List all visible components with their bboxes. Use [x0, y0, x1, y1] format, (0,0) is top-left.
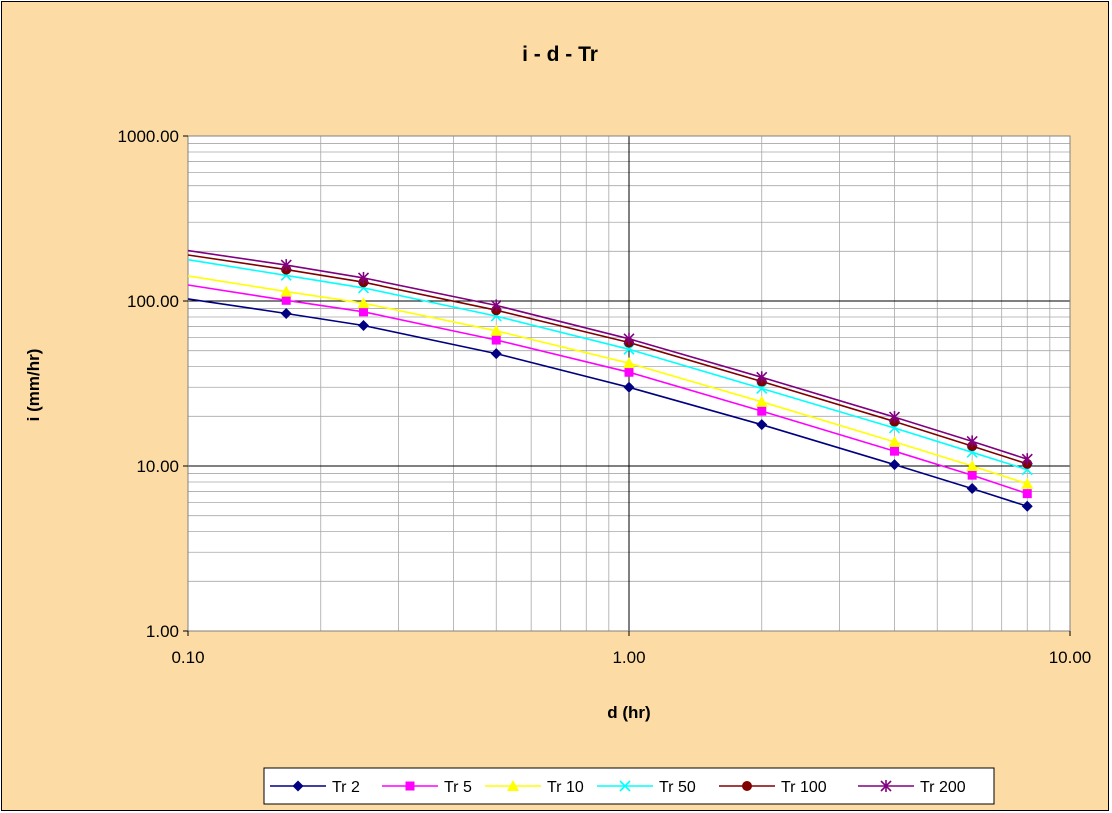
data-point-tr-2 — [889, 459, 901, 471]
data-point-tr-10 — [490, 324, 503, 336]
legend-label-tr-100: Tr 100 — [781, 779, 827, 796]
data-point-tr-10 — [755, 395, 768, 407]
legend: Tr 2 Tr 5 Tr 10 Tr 50 Tr 100 Tr 200 — [263, 767, 995, 805]
legend-marker — [405, 781, 415, 791]
data-point-tr-200 — [888, 411, 901, 424]
data-point-tr-10 — [888, 435, 901, 447]
legend-item-tr-10: Tr 10 — [485, 779, 584, 796]
legend-marker — [880, 780, 892, 792]
data-point-tr-5 — [358, 307, 368, 317]
series-tr-5 — [187, 284, 1032, 499]
plot-area: 1.00 10.00 100.00 1000.00 0.10 1.00 10.00 — [118, 127, 1092, 667]
legend-label-tr-50: Tr 50 — [659, 779, 696, 796]
data-point-tr-200 — [966, 435, 978, 448]
legend-label-tr-200: Tr 200 — [920, 779, 966, 796]
series-tr-200 — [187, 249, 1033, 466]
legend-item-tr-2: Tr 2 — [270, 779, 360, 796]
legend-label-tr-5: Tr 5 — [444, 779, 472, 796]
data-point-tr-200 — [1021, 453, 1033, 466]
y-tick-label: 10.00 — [136, 457, 179, 476]
data-point-tr-10 — [966, 460, 979, 471]
x-tick-label: 1.00 — [612, 648, 645, 667]
chart-title: i - d - Tr — [522, 43, 598, 66]
data-point-tr-10 — [1021, 477, 1034, 489]
marker-stroke — [619, 780, 631, 792]
data-point-tr-2 — [280, 307, 292, 319]
y-tick-label: 100.00 — [127, 292, 179, 311]
legend-item-tr-100: Tr 100 — [719, 779, 827, 796]
data-point-tr-2 — [966, 483, 978, 495]
data-point-tr-5 — [624, 367, 634, 377]
data-point-tr-200 — [623, 332, 635, 345]
data-point-tr-10 — [357, 297, 370, 309]
y-axis-title: i (mm/hr) — [24, 349, 43, 422]
legend-item-tr-200: Tr 200 — [858, 779, 966, 796]
data-point-tr-2 — [357, 320, 369, 332]
data-point-tr-200 — [490, 299, 502, 312]
data-point-tr-200 — [280, 259, 292, 272]
legend-item-tr-50: Tr 50 — [597, 779, 696, 796]
legend-marker — [292, 780, 304, 792]
y-tick-label: 1000.00 — [118, 127, 179, 146]
data-point-tr-2 — [623, 381, 635, 393]
data-point-tr-200 — [756, 371, 768, 384]
data-point-tr-5 — [491, 335, 501, 345]
data-point-tr-200 — [357, 271, 370, 284]
data-point-tr-10 — [623, 357, 635, 369]
legend-item-tr-5: Tr 5 — [382, 779, 472, 796]
data-point-tr-5 — [967, 470, 977, 480]
data-point-tr-5 — [757, 406, 767, 416]
data-point-tr-10 — [280, 285, 293, 297]
x-axis-title: d (hr) — [607, 703, 650, 722]
x-tick-label: 10.00 — [1049, 648, 1092, 667]
x-tick-label: 0.10 — [171, 648, 204, 667]
data-point-tr-2 — [490, 348, 502, 360]
series-tr-2 — [187, 298, 1033, 512]
series-tr-10 — [187, 275, 1034, 489]
legend-label-tr-10: Tr 10 — [547, 779, 584, 796]
y-tick-label: 1.00 — [146, 622, 179, 641]
legend-marker — [619, 780, 631, 792]
data-point-tr-5 — [890, 446, 900, 456]
legend-marker — [742, 781, 752, 791]
data-point-tr-2 — [756, 419, 768, 431]
legend-label-tr-2: Tr 2 — [332, 779, 360, 796]
data-point-tr-5 — [1022, 489, 1032, 499]
data-point-tr-2 — [1021, 500, 1033, 512]
legend-marker — [507, 780, 519, 791]
data-point-tr-5 — [281, 295, 291, 305]
